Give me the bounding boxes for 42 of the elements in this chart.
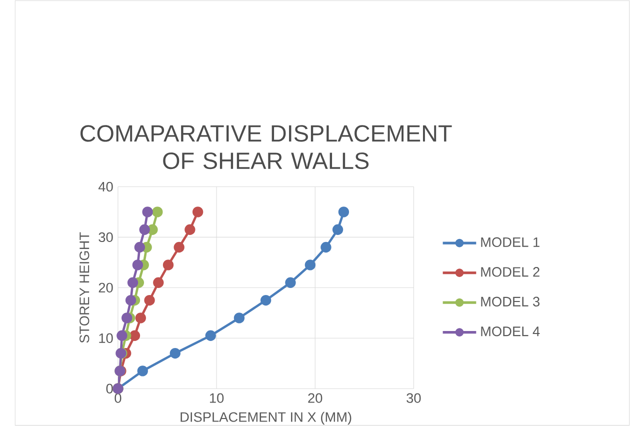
point	[144, 294, 155, 306]
point	[174, 242, 184, 253]
point	[320, 242, 332, 253]
point	[127, 277, 138, 288]
chart-title: COMAPARATIVE DISPLACEMENT OF SHEAR WALLS	[80, 125, 452, 170]
x-tick-label: 30	[406, 393, 421, 403]
point	[137, 366, 148, 376]
legend-label: MODEL 4	[481, 326, 540, 336]
point	[142, 206, 153, 218]
point	[139, 224, 150, 235]
y-tick-label: 40	[98, 182, 113, 192]
point	[192, 206, 204, 218]
point	[338, 206, 350, 218]
point	[184, 224, 196, 235]
legend-label: MODEL 3	[481, 296, 540, 306]
point	[162, 260, 174, 270]
point	[234, 312, 245, 324]
point	[304, 260, 316, 270]
point	[170, 348, 180, 359]
x-tick-label: 10	[210, 393, 224, 403]
x-tick-label: 20	[308, 393, 322, 403]
point	[135, 312, 146, 324]
point	[152, 206, 163, 218]
x-axis-title: DISPLACEMENT IN X (MM)	[180, 412, 352, 425]
point	[116, 330, 128, 341]
y-tick-label: 0	[106, 384, 113, 394]
y-tick-label: 30	[98, 232, 113, 242]
point	[134, 242, 146, 253]
point	[153, 277, 164, 288]
point	[285, 277, 296, 288]
legend-label: MODEL 1	[481, 237, 540, 248]
point	[260, 294, 272, 306]
point	[332, 224, 344, 235]
point	[205, 330, 216, 341]
legend-label: MODEL 2	[481, 267, 540, 277]
point	[122, 312, 132, 324]
point	[125, 294, 136, 306]
point	[129, 330, 140, 341]
point	[132, 260, 144, 270]
y-tick-label: 10	[99, 333, 113, 344]
y-tick-label: 20	[98, 282, 113, 293]
y-axis-title: STOREY HEIGHT	[80, 232, 90, 343]
